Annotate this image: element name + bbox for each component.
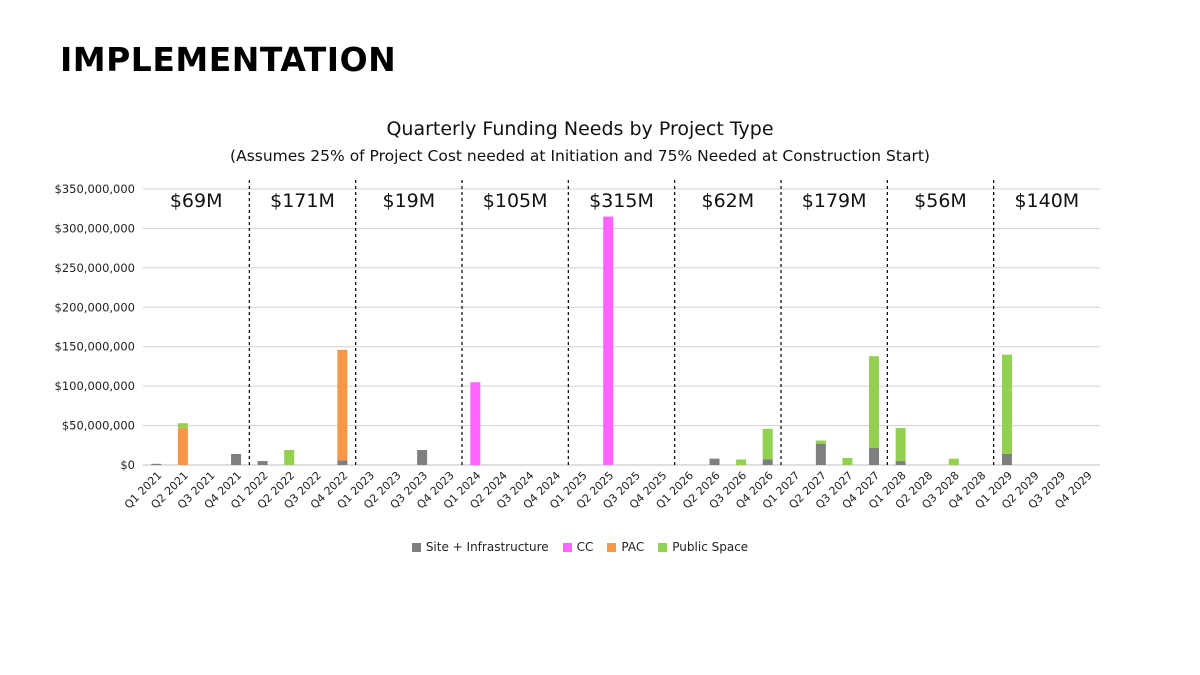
bar-site-infrastructure [257, 461, 268, 465]
bar-site-infrastructure [151, 463, 162, 465]
period-total-label: $69M [170, 190, 223, 212]
bar-pac [177, 427, 188, 465]
bar-public-space [284, 450, 295, 465]
legend-label-pac: PAC [621, 540, 645, 554]
bar-pac [337, 349, 348, 461]
bar-public-space [1001, 354, 1012, 454]
period-total-label: $315M [589, 190, 654, 212]
y-tick-label: $350,000,000 [55, 182, 135, 196]
chart-title: Quarterly Funding Needs by Project Type [386, 118, 774, 140]
y-tick-label: $100,000,000 [55, 379, 135, 393]
y-tick-label: $150,000,000 [55, 340, 135, 354]
bar-public-space [177, 423, 188, 428]
bar-cc [603, 216, 614, 465]
bar-site-infrastructure [762, 459, 773, 465]
legend-item-public-space: Public Space [658, 540, 748, 554]
legend-swatch-pac [607, 542, 617, 552]
period-total-label: $105M [483, 190, 548, 212]
period-total-label: $56M [914, 190, 967, 212]
legend-label-public-space: Public Space [672, 540, 749, 554]
period-total-label: $140M [1014, 190, 1079, 212]
bar-site-infrastructure [815, 443, 826, 465]
bar-public-space [762, 428, 773, 460]
bar-cc [470, 382, 481, 465]
y-tick-label: $200,000,000 [55, 300, 135, 314]
legend-item-pac: PAC [607, 540, 644, 554]
bar-site-infrastructure [417, 450, 428, 465]
bar-site-infrastructure [709, 458, 720, 465]
period-total-label: $62M [701, 190, 754, 212]
legend-swatch-site [411, 542, 421, 552]
bar-public-space [895, 427, 906, 462]
y-tick-label: $300,000,000 [55, 221, 135, 235]
bar-site-infrastructure [869, 447, 880, 465]
y-tick-label: $0 [120, 458, 135, 472]
legend-label-site: Site + Infrastructure [425, 540, 549, 554]
bar-site-infrastructure [895, 461, 906, 465]
period-total-label: $171M [270, 190, 335, 212]
y-tick-label: $250,000,000 [55, 261, 135, 275]
legend-item-site: Site + Infrastructure [411, 540, 549, 554]
legend-label-cc: CC [576, 540, 594, 554]
period-total-label: $19M [382, 190, 435, 212]
legend-swatch-public-space [658, 542, 668, 552]
bar-public-space [815, 440, 826, 444]
slide-title: IMPLEMENTATION [60, 40, 397, 79]
chart-subtitle: (Assumes 25% of Project Cost needed at I… [230, 147, 930, 165]
chart-legend: Site + Infrastructure CC PAC Public Spac… [0, 540, 1160, 554]
bar-public-space [869, 356, 880, 448]
legend-item-cc: CC [562, 540, 594, 554]
bar-site-infrastructure [231, 453, 242, 465]
legend-swatch-cc [562, 542, 572, 552]
bar-public-space [842, 457, 853, 465]
bar-site-infrastructure [337, 460, 348, 465]
bar-public-space [948, 458, 959, 465]
y-tick-label: $50,000,000 [62, 419, 135, 433]
period-total-label: $179M [802, 190, 867, 212]
bar-public-space [736, 459, 747, 465]
bar-site-infrastructure [1001, 453, 1012, 465]
